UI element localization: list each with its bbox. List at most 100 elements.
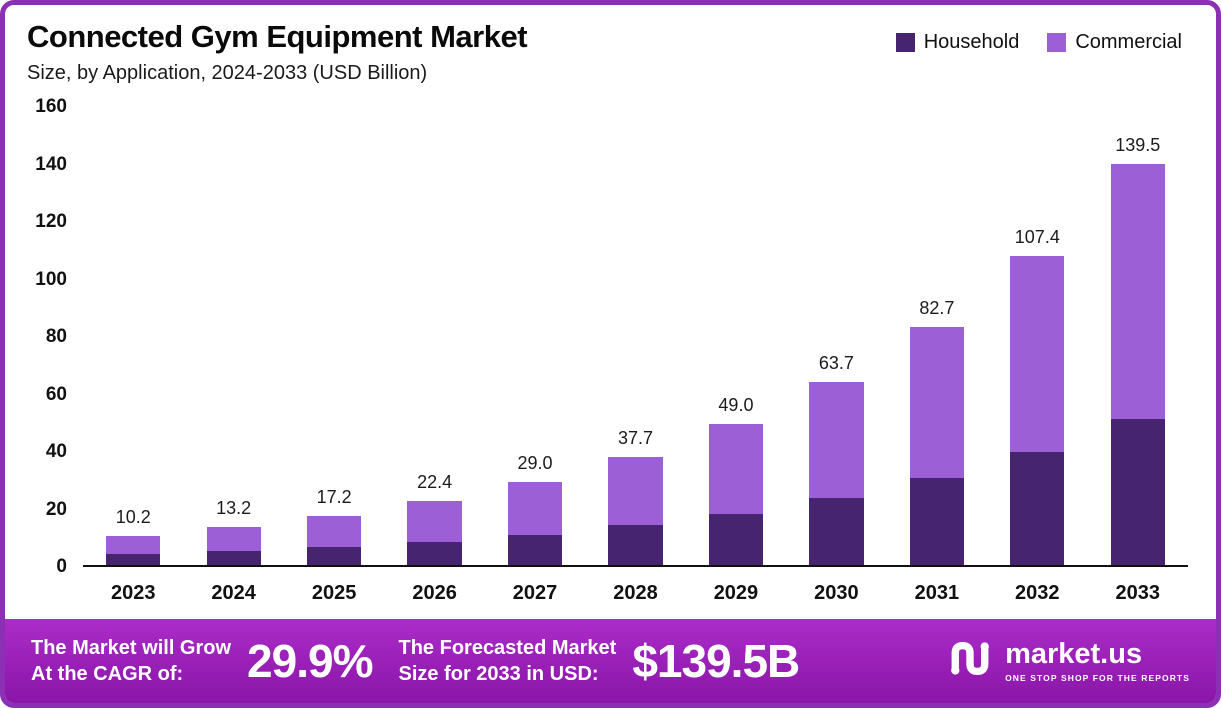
stacked-bar-2029 (708, 424, 764, 566)
plot-area: 10.2 13.2 17.2 22.4 29.0 37.7 49.0 63.7 82.7 107.… (83, 105, 1188, 568)
bar-group-2027: 29.0 (485, 105, 585, 566)
stacked-bar-2032 (1010, 256, 1065, 566)
bar-group-2029: 49.0 (686, 105, 786, 566)
bar-group-2031: 82.7 (887, 105, 987, 566)
bar-total-label: 10.2 (115, 506, 151, 527)
y-tick-label: 40 (45, 441, 67, 463)
y-tick-label: 20 (45, 498, 67, 520)
chart-header: Connected Gym Equipment Market Size, by … (5, 5, 1216, 99)
bar-group-2028: 37.7 (585, 105, 685, 566)
y-tick-label: 60 (45, 383, 67, 405)
bar-segment-commercial-2030 (809, 381, 864, 499)
cagr-label-line2: At the CAGR of: (31, 663, 184, 686)
x-axis: 2023 2024 2025 2026 2027 2028 2029 2030 2031 2032… (83, 567, 1188, 619)
bar-segment-commercial-2024 (206, 527, 261, 552)
cagr-value: 29.9% (247, 635, 373, 688)
bar-segment-household-2024 (206, 551, 261, 566)
brand-block: market.us ONE STOP SHOP FOR THE REPORTS (947, 637, 1190, 683)
bar-total-label: 37.7 (617, 427, 654, 448)
bar-group-2032: 107.4 (987, 105, 1087, 566)
bar-group-2033: 139.5 (1088, 105, 1188, 566)
forecast-label-line2: Size for 2033 in USD: (398, 663, 599, 686)
bar-segment-household-2029 (708, 513, 764, 566)
bar-segment-household-2030 (809, 498, 864, 566)
x-axis-label-2030: 2030 (814, 581, 859, 604)
x-axis-label-2033: 2033 (1115, 581, 1161, 604)
x-axis-label-2027: 2027 (512, 581, 558, 604)
bar-total-label: 22.4 (417, 471, 453, 492)
stacked-bar-2027 (507, 481, 563, 566)
bar-group-2024: 13.2 (183, 105, 283, 566)
bar-segment-household-2025 (307, 546, 362, 566)
x-axis-label-2029: 2029 (713, 581, 759, 604)
cagr-label: The Market will Grow At the CAGR of: (31, 635, 231, 687)
x-axis-label-2024: 2024 (211, 581, 256, 604)
x-axis-label-2028: 2028 (613, 581, 658, 604)
y-tick-label: 80 (45, 326, 67, 348)
bar-segment-commercial-2032 (1010, 256, 1065, 453)
bar-total-label: 82.7 (919, 298, 955, 319)
page-title: Connected Gym Equipment Market (27, 19, 528, 54)
bar-total-label: 139.5 (1115, 135, 1161, 156)
bar-group-2023: 10.2 (83, 105, 183, 566)
legend-item-household: Household (895, 31, 1019, 54)
bar-total-label: 13.2 (216, 498, 252, 519)
legend-label: Commercial (1075, 31, 1182, 53)
forecast-label-line1: The Forecasted Market (398, 637, 617, 660)
bar-segment-household-2026 (407, 541, 462, 566)
legend-swatch (1047, 33, 1067, 52)
stacked-bar-2033 (1110, 164, 1165, 566)
stacked-bar-2026 (407, 500, 462, 566)
stacked-bar-2028 (608, 456, 663, 566)
stacked-bar-2030 (809, 381, 864, 566)
bar-segment-commercial-2025 (307, 515, 362, 547)
bar-group-2030: 63.7 (786, 105, 886, 566)
forecast-value: $139.5B (632, 635, 800, 688)
x-axis-label-2031: 2031 (914, 581, 960, 604)
bar-total-label: 29.0 (517, 452, 553, 473)
legend-item-commercial: Commercial (1047, 31, 1182, 54)
stacked-bar-2025 (307, 515, 362, 566)
footer-banner: The Market will Grow At the CAGR of: 29.… (5, 619, 1216, 703)
bar-group-2026: 22.4 (384, 105, 484, 566)
stacked-bar-2024 (206, 527, 261, 566)
legend-swatch (895, 33, 915, 52)
bar-segment-commercial-2023 (106, 535, 161, 555)
chart-legend: Household Commercial (895, 31, 1182, 54)
chart-body: 0 20 40 60 80 100 120 140 160 10.2 13.2 17.2 22.4 29… (5, 96, 1216, 619)
bar-total-label: 63.7 (818, 352, 854, 373)
y-tick-label: 100 (35, 268, 67, 290)
stacked-bar-2031 (909, 327, 964, 566)
cagr-label-line1: The Market will Grow (31, 637, 232, 660)
bar-segment-commercial-2026 (407, 500, 462, 542)
brand-text: market.us ONE STOP SHOP FOR THE REPORTS (1005, 637, 1190, 683)
market-us-logo-icon (947, 640, 993, 682)
bar-total-label: 49.0 (718, 395, 754, 416)
bar-segment-household-2031 (909, 478, 964, 566)
bar-segment-household-2033 (1110, 418, 1165, 566)
brand-tagline: ONE STOP SHOP FOR THE REPORTS (1005, 672, 1190, 683)
x-axis-label-2026: 2026 (412, 581, 457, 604)
bar-group-2025: 17.2 (284, 105, 384, 566)
bar-total-label: 107.4 (1014, 227, 1060, 248)
bar-segment-household-2023 (106, 554, 161, 566)
title-block: Connected Gym Equipment Market Size, by … (27, 19, 528, 85)
bar-segment-commercial-2028 (608, 456, 663, 526)
stacked-bar-2023 (106, 535, 161, 566)
y-tick-label: 0 (56, 556, 67, 578)
bar-segment-household-2027 (507, 534, 563, 566)
y-tick-label: 120 (35, 211, 67, 233)
bar-segment-commercial-2029 (708, 424, 764, 514)
bar-segment-commercial-2031 (909, 327, 964, 479)
bar-segment-household-2028 (608, 525, 663, 566)
forecast-label: The Forecasted Market Size for 2033 in U… (398, 635, 616, 687)
x-axis-label-2025: 2025 (311, 581, 357, 604)
page-subtitle: Size, by Application, 2024-2033 (USD Bil… (27, 62, 428, 84)
x-axis-label-2023: 2023 (110, 581, 156, 604)
bar-segment-commercial-2027 (507, 481, 563, 535)
bar-segment-commercial-2033 (1110, 164, 1165, 419)
bar-total-label: 17.2 (316, 486, 352, 507)
y-tick-label: 140 (35, 153, 67, 175)
brand-name: market.us (1005, 637, 1143, 670)
y-tick-label: 160 (35, 96, 67, 118)
